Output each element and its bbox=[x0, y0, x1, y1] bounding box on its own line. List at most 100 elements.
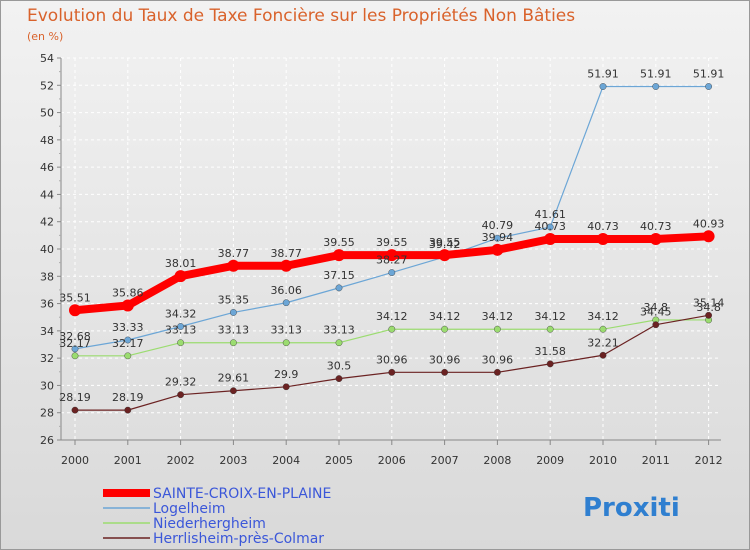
data-point bbox=[282, 383, 290, 391]
y-tick-label: 42 bbox=[40, 216, 54, 229]
x-tick-label: 2008 bbox=[483, 454, 511, 467]
data-point bbox=[388, 269, 396, 277]
y-tick-label: 38 bbox=[40, 270, 54, 283]
data-point bbox=[597, 233, 609, 246]
data-label: 34.12 bbox=[482, 310, 514, 323]
x-axis-ticks: 2000 2001 2002 2003 2004 2005 2006 2007 2008 2009… bbox=[61, 440, 723, 467]
data-point bbox=[385, 249, 398, 262]
x-tick-label: 2006 bbox=[378, 454, 406, 467]
y-tick-label: 54 bbox=[40, 52, 54, 65]
data-point bbox=[705, 83, 712, 90]
data-label: 34.8 bbox=[644, 301, 669, 314]
data-point bbox=[71, 352, 79, 360]
x-tick-label: 2012 bbox=[695, 454, 723, 467]
x-tick-label: 2007 bbox=[431, 454, 459, 467]
data-label: 29.9 bbox=[274, 368, 299, 381]
data-label: 29.32 bbox=[165, 376, 197, 389]
proxiti-logo: Proxiti bbox=[583, 493, 680, 523]
chart-subtitle: (en %) bbox=[27, 30, 63, 43]
data-point bbox=[280, 259, 293, 272]
data-label: 34.8 bbox=[696, 301, 721, 314]
data-point bbox=[599, 325, 607, 333]
gridlines bbox=[61, 57, 721, 441]
data-point bbox=[282, 339, 290, 347]
data-label: 30.96 bbox=[376, 353, 408, 366]
x-tick-label: 2001 bbox=[114, 454, 142, 467]
data-point bbox=[177, 339, 185, 347]
data-point bbox=[388, 368, 396, 376]
data-label: 30.96 bbox=[429, 353, 461, 366]
y-tick-label: 34 bbox=[40, 325, 54, 338]
data-point bbox=[544, 233, 557, 246]
data-label: 31.58 bbox=[534, 345, 566, 358]
data-point bbox=[121, 299, 134, 312]
data-label: 38.77 bbox=[270, 247, 302, 260]
data-point bbox=[441, 368, 448, 376]
data-point bbox=[493, 234, 501, 242]
y-tick-label: 26 bbox=[40, 434, 54, 447]
data-point bbox=[69, 304, 81, 317]
data-label: 32.17 bbox=[59, 337, 91, 350]
data-label: 35.51 bbox=[59, 291, 91, 304]
data-point bbox=[177, 323, 185, 330]
data-point bbox=[282, 299, 290, 307]
legend: SAINTE-CROIX-EN-PLAINELogelheimNiederher… bbox=[103, 486, 331, 547]
data-point bbox=[229, 309, 237, 316]
x-tick-label: 2004 bbox=[272, 454, 300, 467]
data-point bbox=[649, 233, 662, 246]
data-label: 29.61 bbox=[218, 372, 250, 385]
data-label: 33.13 bbox=[165, 324, 197, 337]
data-point bbox=[388, 325, 396, 333]
data-label: 35.35 bbox=[218, 293, 250, 306]
data-point bbox=[438, 249, 451, 262]
data-point bbox=[705, 311, 712, 319]
y-tick-label: 46 bbox=[40, 161, 54, 174]
x-tick-label: 2010 bbox=[589, 454, 617, 467]
data-label: 40.73 bbox=[587, 220, 619, 233]
data-label: 40.79 bbox=[482, 219, 514, 232]
data-point bbox=[227, 259, 240, 272]
y-tick-label: 32 bbox=[40, 352, 54, 365]
y-tick-label: 52 bbox=[40, 79, 54, 92]
data-point bbox=[441, 325, 448, 333]
data-label: 39.55 bbox=[323, 236, 355, 249]
y-tick-label: 40 bbox=[40, 243, 54, 256]
data-point bbox=[599, 83, 607, 90]
data-label: 35.14 bbox=[693, 296, 725, 309]
y-tick-label: 36 bbox=[40, 298, 54, 311]
data-label: 38.01 bbox=[165, 257, 197, 270]
data-label: 35.86 bbox=[112, 286, 144, 299]
legend-label: Herrlisheim-près-Colmar bbox=[153, 531, 324, 547]
data-label: 34.12 bbox=[376, 310, 408, 323]
y-tick-label: 50 bbox=[40, 107, 54, 120]
legend-label: SAINTE-CROIX-EN-PLAINE bbox=[153, 486, 331, 502]
x-tick-label: 2005 bbox=[325, 454, 353, 467]
data-point bbox=[493, 325, 501, 333]
data-label: 33.13 bbox=[323, 324, 355, 337]
data-labels: 35.51 35.86 38.01 38.77 38.77 39.55 39.55 39.55… bbox=[59, 68, 724, 405]
data-point bbox=[177, 391, 185, 399]
data-label: 34.12 bbox=[534, 310, 566, 323]
data-point bbox=[652, 321, 660, 329]
data-point bbox=[124, 352, 132, 360]
x-tick-label: 2009 bbox=[536, 454, 564, 467]
y-tick-label: 28 bbox=[40, 407, 54, 420]
data-label: 33.13 bbox=[270, 324, 302, 337]
data-label: 30.96 bbox=[482, 353, 514, 366]
data-label: 30.5 bbox=[327, 360, 352, 373]
data-label: 34.12 bbox=[429, 310, 461, 323]
data-point bbox=[599, 351, 607, 359]
data-label: 39.42 bbox=[429, 238, 461, 251]
data-point bbox=[546, 325, 554, 333]
data-point bbox=[71, 406, 79, 414]
data-label: 36.06 bbox=[270, 284, 302, 297]
y-tick-label: 48 bbox=[40, 134, 54, 147]
data-point bbox=[546, 223, 554, 231]
data-label: 28.19 bbox=[59, 391, 91, 404]
data-label: 38.27 bbox=[376, 254, 408, 267]
data-label: 40.73 bbox=[640, 220, 672, 233]
x-tick-label: 2002 bbox=[167, 454, 195, 467]
data-label: 41.61 bbox=[534, 208, 566, 221]
data-label: 34.45 bbox=[640, 306, 672, 319]
